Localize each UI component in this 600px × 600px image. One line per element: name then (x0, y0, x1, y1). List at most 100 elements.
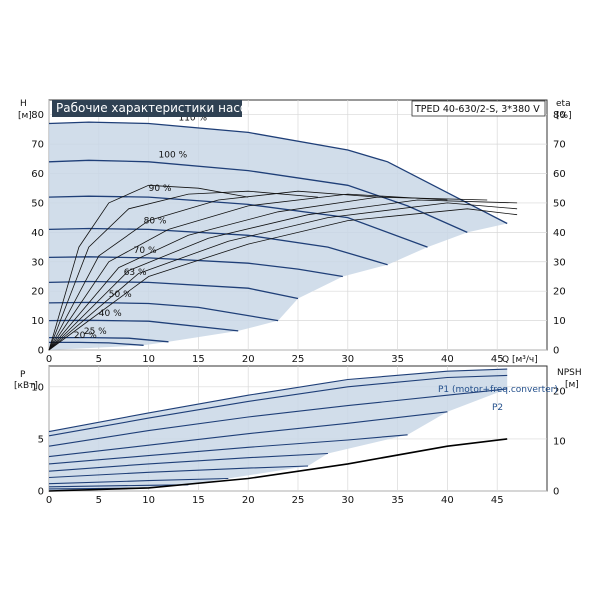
qh-envelope-shape (49, 122, 508, 350)
qh-xtick-label: 40 (441, 354, 454, 365)
qh-ytick-label: 80 (31, 110, 44, 121)
qh-xtick-label: 35 (391, 354, 404, 365)
qh-ylabel-right-symbol: eta (556, 99, 571, 109)
qh-speed-label: 63 % (124, 268, 147, 278)
qh-efficiency-curve (48, 199, 518, 351)
npsh-ytick-label: 10 (553, 437, 566, 448)
qh-speed-curve (48, 301, 279, 322)
qh-efficiency-curve (48, 202, 518, 351)
qh-speed-curve (48, 159, 468, 233)
power-xtick-label: 0 (46, 495, 52, 506)
qh-speed-label: 100 % (159, 150, 188, 160)
qh-xtick-label: 25 (292, 354, 305, 365)
qh-ylabel-right-unit: [%] (556, 111, 572, 121)
power-ytick-label: 0 (38, 487, 44, 498)
qh-speed-label: 20 % (74, 331, 97, 341)
model-label: TPED 40-630/2-S, 3*380 V (414, 104, 540, 115)
qh-y2tick-label: 70 (553, 140, 566, 151)
qh-y2tick-label: 60 (553, 169, 566, 180)
qh-efficiency-curve (48, 208, 518, 351)
power-ytick-label: 10 (31, 382, 44, 393)
power-xtick-label: 30 (341, 495, 354, 506)
model-box (411, 100, 546, 117)
qh-y2tick-label: 40 (553, 228, 566, 239)
qh-y2tick-label: 10 (553, 316, 566, 327)
qh-y2tick-label: 50 (553, 198, 566, 209)
qh-efficiency-curve (48, 190, 378, 351)
qh-speed-label: 50 % (109, 290, 132, 300)
power-panel: 0 5 10 15 20 25 30 35 40 45 0 5 10 0 10 20 P1 (motor+fr… (14, 365, 582, 506)
qh-xtick-label: 5 (96, 354, 102, 365)
qh-panel: 110 %100 %90 %80 %70 %63 %50 %40 %25 %20… (18, 99, 572, 365)
power-curves (48, 368, 508, 490)
power-curve (48, 477, 229, 485)
qh-y2tick-label: 0 (553, 346, 559, 357)
qh-speed-curve (49, 341, 144, 346)
qh-speed-curve (49, 336, 169, 343)
power-xtick-label: 15 (192, 495, 205, 506)
qh-efficiency-curves (48, 184, 518, 351)
qh-xtick-label: 0 (46, 354, 52, 365)
power-ylabel-left-unit: [кВт] (14, 381, 38, 391)
qh-xlabel: Q [м³/ч] (502, 355, 538, 365)
npsh-curve (48, 438, 508, 492)
power-xtick-label: 45 (491, 495, 504, 506)
power-curve (48, 368, 508, 433)
power-xtick-label: 5 (96, 495, 102, 506)
qh-speed-label: 110 % (178, 114, 207, 124)
power-ytick-label: 5 (38, 434, 44, 445)
qh-speed-labels: 110 % 100 % 90 % 80 % 70 % 63 % 50 % 40 % 25 %20… (74, 114, 208, 342)
qh-y2tick-label: 80 (553, 110, 566, 121)
qh-efficiency-curve (48, 184, 249, 351)
qh-efficiency-curve (48, 196, 488, 351)
qh-efficiency-curve (48, 193, 448, 351)
power-xtick-label: 20 (242, 495, 255, 506)
qh-y2tick-label: 20 (553, 287, 566, 298)
qh-speed-curve (48, 195, 428, 248)
qh-xtick-label: 45 (491, 354, 504, 365)
chart-title: Рабочие характеристики насоса (56, 101, 261, 115)
power-curve (48, 374, 508, 437)
qh-speed-curve (48, 121, 508, 225)
power-xtick-label: 35 (391, 495, 404, 506)
power-curve (48, 452, 328, 472)
power-ylabel-right-symbol: NPSH (557, 368, 582, 378)
power-xtick-label: 25 (292, 495, 305, 506)
qh-xtick-label: 30 (341, 354, 354, 365)
power-curve (48, 465, 309, 479)
qh-speed-label: 25 % (84, 327, 107, 337)
qh-ytick-label: 60 (31, 169, 44, 180)
legend-p1: P1 (motor+freq.converter) (438, 385, 558, 395)
npsh-ytick-label: 0 (553, 487, 559, 498)
qh-ytick-label: 70 (31, 140, 44, 151)
npsh-ytick-label: 20 (553, 387, 566, 398)
qh-efficiency-curve (48, 190, 318, 351)
qh-operating-envelope (49, 122, 508, 350)
qh-speed-label: 80 % (144, 217, 167, 227)
power-xtick-label: 40 (441, 495, 454, 506)
power-curve (48, 388, 508, 447)
qh-xtick-label: 20 (242, 354, 255, 365)
power-curve (48, 434, 408, 465)
qh-ytick-label: 10 (31, 316, 44, 327)
chart-title-bg (52, 100, 242, 117)
legend-p2: P2 (492, 403, 503, 413)
qh-ytick-label: 50 (31, 198, 44, 209)
qh-ytick-label: 0 (38, 346, 44, 357)
qh-xtick-label: 15 (192, 354, 205, 365)
qh-ylabel-left-unit: [м] (18, 111, 32, 121)
power-ylabel-right-unit: [м] (565, 380, 579, 390)
npsh-line (48, 438, 508, 492)
qh-ytick-label: 30 (31, 257, 44, 268)
qh-speed-label: 40 % (99, 309, 122, 319)
qh-speed-label: 90 % (149, 184, 172, 194)
qh-ytick-label: 20 (31, 287, 44, 298)
qh-speed-label: 70 % (134, 246, 157, 256)
power-ticks: 0 5 10 15 20 25 30 35 40 45 0 5 10 0 10 20 (31, 382, 565, 506)
power-xtick-label: 10 (142, 495, 155, 506)
power-curve (48, 411, 448, 458)
qh-ylabel-left-symbol: H (20, 99, 27, 109)
qh-xtick-label: 10 (142, 354, 155, 365)
